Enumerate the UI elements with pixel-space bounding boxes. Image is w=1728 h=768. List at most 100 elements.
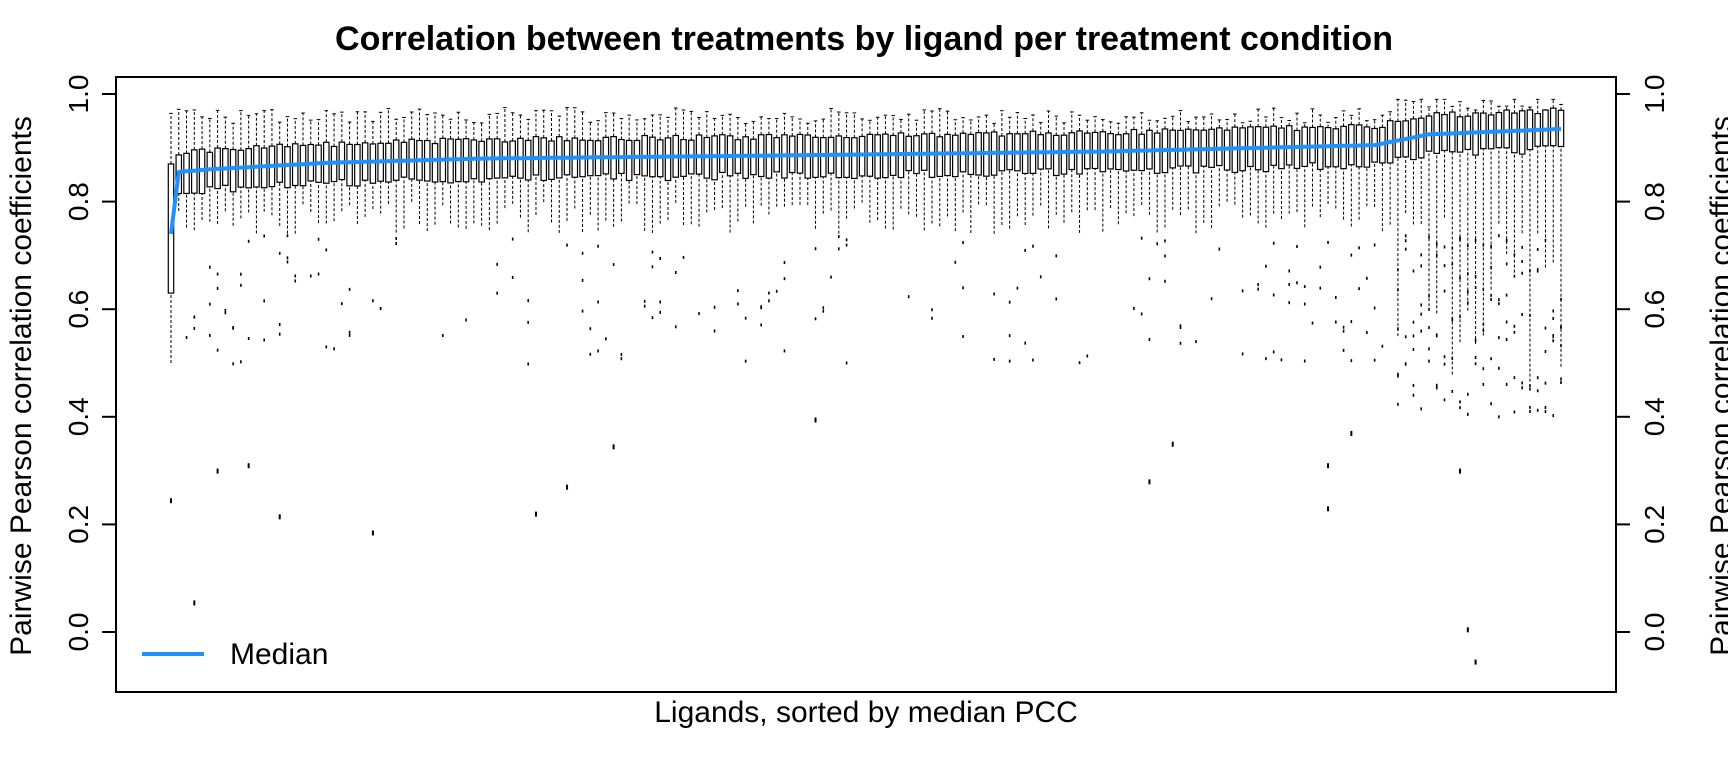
outlier-point	[581, 251, 584, 255]
outlier-point	[209, 302, 211, 306]
box	[1293, 129, 1301, 170]
outlier-point	[1544, 350, 1547, 354]
left-tick-label: 1.0	[63, 75, 94, 114]
chart-title: Correlation between treatments by ligand…	[335, 20, 1393, 58]
outlier-point	[441, 334, 444, 338]
outlier-point	[1296, 244, 1298, 248]
outlier-point	[1210, 297, 1213, 301]
outlier-point	[1490, 245, 1492, 249]
outlier-point	[1451, 262, 1454, 266]
outlier-point	[659, 310, 662, 314]
outlier-point	[1467, 290, 1469, 294]
left-tick-label: 0.2	[63, 505, 94, 544]
outlier-point	[325, 345, 328, 349]
outlier-point	[1148, 479, 1151, 485]
outlier-point	[1490, 265, 1492, 269]
outlier-point	[1055, 297, 1058, 301]
outlier-point	[1412, 320, 1415, 324]
outlier-point	[1404, 247, 1407, 251]
outlier-point	[216, 286, 219, 290]
outlier-point	[1148, 337, 1151, 341]
outlier-point	[1482, 288, 1485, 292]
left-tick-label: 0.4	[63, 397, 94, 436]
outlier-point	[1560, 377, 1562, 381]
outlier-point	[1404, 362, 1407, 366]
outlier-point	[1335, 295, 1337, 299]
left-tick-label: 0.0	[63, 613, 94, 652]
outlier-point	[674, 325, 677, 329]
outlier-point	[962, 334, 964, 338]
outlier-point	[1140, 312, 1143, 316]
outlier-point	[1179, 341, 1182, 345]
outlier-point	[783, 277, 786, 281]
outlier-point	[185, 336, 188, 340]
outlier-point	[1560, 344, 1562, 348]
outlier-point	[1467, 412, 1469, 416]
outlier-point	[1521, 245, 1523, 249]
outlier-point	[1552, 414, 1555, 418]
outlier-point	[286, 234, 289, 238]
outlier-point	[465, 318, 467, 322]
outlier-point	[659, 256, 662, 260]
outlier-point	[1373, 306, 1376, 310]
box	[1216, 127, 1223, 167]
outlier-point	[1521, 271, 1523, 275]
outlier-point	[1529, 269, 1531, 273]
outlier-point	[1319, 286, 1322, 290]
outlier-point	[1505, 320, 1508, 324]
outlier-point	[1474, 362, 1477, 366]
box	[532, 135, 540, 176]
outlier-point	[1397, 268, 1399, 272]
outlier-point	[247, 336, 250, 340]
outlier-point	[1164, 239, 1166, 243]
outlier-point	[1164, 254, 1166, 258]
outlier-point	[1397, 288, 1399, 292]
outlier-point	[1435, 242, 1438, 246]
outlier-point	[713, 305, 716, 309]
box	[819, 136, 827, 178]
outlier-point	[1474, 338, 1477, 342]
outlier-point	[1381, 344, 1384, 348]
outlier-point	[993, 357, 995, 361]
outlier-point	[1288, 269, 1291, 273]
outlier-point	[822, 306, 825, 310]
box	[874, 134, 881, 179]
outlier-point	[1008, 300, 1011, 304]
outlier-point	[1482, 367, 1485, 371]
outlier-point	[1373, 358, 1376, 362]
outlier-point	[581, 309, 584, 313]
outlier-point	[395, 241, 397, 245]
outlier-point	[1521, 381, 1523, 385]
outlier-point	[954, 260, 957, 264]
outlier-point	[1552, 309, 1555, 313]
outlier-point	[1241, 352, 1244, 356]
outlier-point	[1529, 409, 1531, 413]
outlier-point	[1133, 306, 1135, 310]
outlier-point	[962, 241, 964, 245]
outlier-point	[931, 308, 933, 312]
outlier-point	[247, 239, 250, 243]
outlier-point	[589, 352, 592, 356]
outlier-point	[209, 333, 211, 337]
outlier-point	[294, 274, 297, 278]
outlier-point	[341, 302, 343, 306]
outlier-point	[1443, 245, 1446, 249]
outlier-point	[1544, 381, 1547, 385]
outlier-point	[1342, 348, 1345, 352]
outlier-point	[1498, 302, 1500, 306]
outlier-point	[1420, 312, 1423, 316]
right-tick-label: 0.6	[1639, 290, 1670, 329]
outlier-point	[527, 299, 530, 303]
outlier-point	[1404, 234, 1407, 238]
outlier-point	[1420, 303, 1423, 307]
box	[548, 140, 555, 180]
outlier-point	[1420, 253, 1423, 257]
outlier-point	[768, 299, 770, 303]
box	[431, 142, 439, 183]
outlier-point	[247, 463, 250, 469]
outlier-point	[1435, 333, 1438, 337]
outlier-point	[838, 247, 840, 251]
outlier-point	[1474, 238, 1477, 242]
outlier-point	[1505, 382, 1508, 386]
outlier-point	[1350, 430, 1353, 436]
